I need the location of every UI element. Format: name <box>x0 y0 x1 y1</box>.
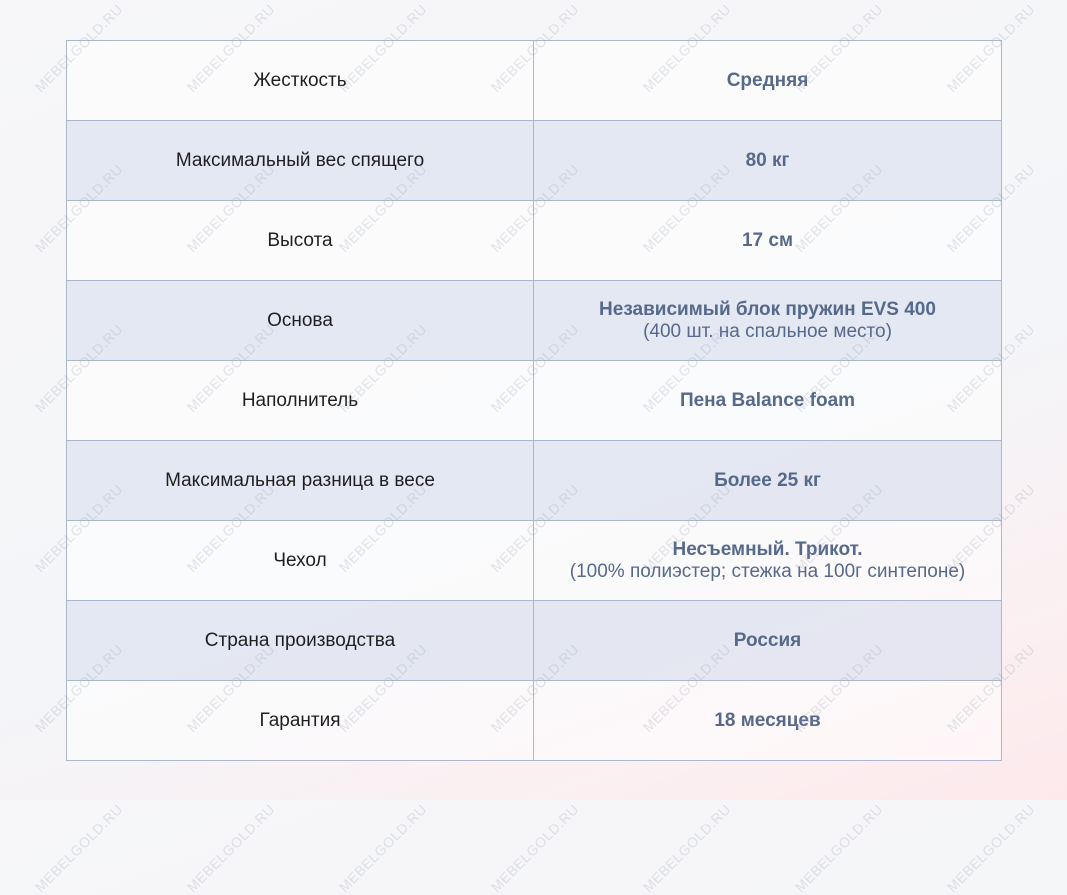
watermark-text: MEBELGOLD.RU <box>487 800 582 895</box>
spec-label: Максимальный вес спящего <box>66 120 534 201</box>
watermark-text: MEBELGOLD.RU <box>639 800 734 895</box>
spec-row: Страна производства Россия <box>66 600 1002 681</box>
spec-label: Высота <box>66 200 534 281</box>
spec-value: Средняя <box>726 69 809 91</box>
spec-value: Россия <box>733 629 802 651</box>
spec-value-cell: Более 25 кг <box>533 440 1002 521</box>
spec-value-cell: Пена Balance foam <box>533 360 1002 441</box>
spec-note: (400 шт. на спальное место) <box>643 320 892 342</box>
spec-value-cell: Независимый блок пружин EVS 400 (400 шт. … <box>533 280 1002 361</box>
spec-value-cell: Несъемный. Трикот. (100% полиэстер; стежк… <box>533 520 1002 601</box>
spec-label: Страна производства <box>66 600 534 681</box>
spec-row: Максимальный вес спящего 80 кг <box>66 120 1002 201</box>
spec-row: Жесткость Средняя <box>66 40 1002 121</box>
spec-value-cell: 80 кг <box>533 120 1002 201</box>
watermark-text: MEBELGOLD.RU <box>335 800 430 895</box>
spec-value: 18 месяцев <box>714 709 821 731</box>
spec-value: Более 25 кг <box>714 469 821 491</box>
spec-label: Наполнитель <box>66 360 534 441</box>
spec-value-cell: 17 см <box>533 200 1002 281</box>
spec-label: Гарантия <box>66 680 534 761</box>
spec-label: Чехол <box>66 520 534 601</box>
spec-value: Независимый блок пружин EVS 400 <box>599 298 936 320</box>
spec-row: Максимальная разница в весе Более 25 кг <box>66 440 1002 521</box>
spec-value: Несъемный. Трикот. <box>672 538 863 560</box>
specs-table: Жесткость Средняя Максимальный вес спящег… <box>66 40 1002 761</box>
spec-value: 80 кг <box>745 149 790 171</box>
watermark-text: MEBELGOLD.RU <box>791 800 886 895</box>
spec-label: Основа <box>66 280 534 361</box>
spec-note: (100% полиэстер; стежка на 100г синтепон… <box>569 560 966 582</box>
spec-value: Пена Balance foam <box>679 389 856 411</box>
spec-label: Жесткость <box>66 40 534 121</box>
spec-value-cell: Россия <box>533 600 1002 681</box>
spec-row: Чехол Несъемный. Трикот. (100% полиэстер;… <box>66 520 1002 601</box>
spec-value-cell: Средняя <box>533 40 1002 121</box>
spec-row: Наполнитель Пена Balance foam <box>66 360 1002 441</box>
spec-value-cell: 18 месяцев <box>533 680 1002 761</box>
watermark-text: MEBELGOLD.RU <box>943 800 1038 895</box>
spec-row: Основа Независимый блок пружин EVS 400 (4… <box>66 280 1002 361</box>
watermark-text: MEBELGOLD.RU <box>183 800 278 895</box>
watermark-text: MEBELGOLD.RU <box>31 800 126 895</box>
spec-value: 17 см <box>741 229 794 251</box>
spec-label: Максимальная разница в весе <box>66 440 534 521</box>
spec-row: Гарантия 18 месяцев <box>66 680 1002 761</box>
spec-row: Высота 17 см <box>66 200 1002 281</box>
